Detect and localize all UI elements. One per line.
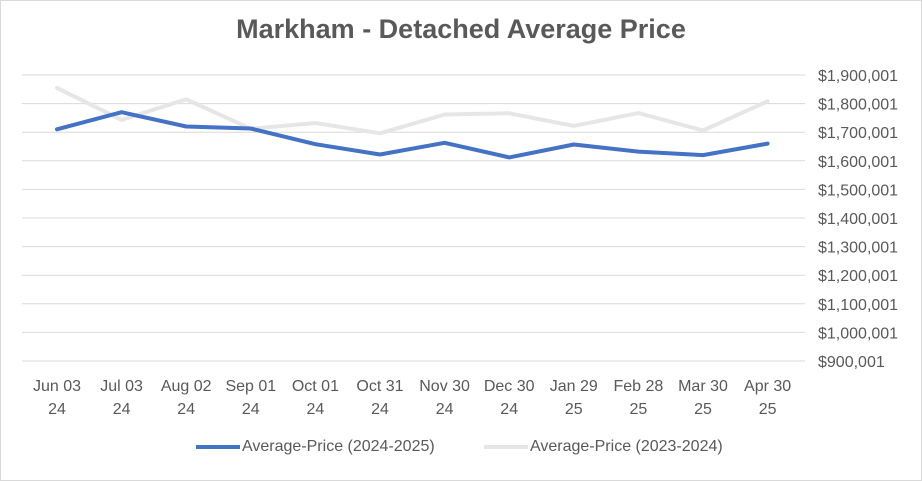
x-tick-label-year: 25 <box>759 401 777 418</box>
x-tick-label-year: 24 <box>113 401 131 418</box>
x-tick-label: Sep 01 <box>225 378 276 395</box>
y-tick-label: $1,900,001 <box>818 68 898 85</box>
y-tick-label: $1,200,001 <box>818 268 898 285</box>
x-tick-label: Nov 30 <box>419 378 470 395</box>
legend-item-2024-2025: Average-Price (2024-2025) <box>196 438 435 456</box>
x-tick-label: Oct 31 <box>356 378 403 395</box>
x-tick-label-year: 25 <box>565 401 583 418</box>
y-tick-label: $1,000,001 <box>818 325 898 342</box>
x-tick-label: Dec 30 <box>484 378 535 395</box>
y-tick-label: $1,600,001 <box>818 154 898 171</box>
legend-item-2023-2024: Average-Price (2023-2024) <box>484 438 723 456</box>
x-tick-label-year: 24 <box>242 401 260 418</box>
legend-label-2024-2025: Average-Price (2024-2025) <box>242 438 435 455</box>
x-tick-label: Oct 01 <box>292 378 339 395</box>
x-tick-label-year: 24 <box>177 401 195 418</box>
x-tick-label-year: 24 <box>500 401 518 418</box>
x-tick-label: Jul 03 <box>100 378 143 395</box>
legend-label-2023-2024: Average-Price (2023-2024) <box>530 438 723 455</box>
x-tick-label: Jan 29 <box>550 378 598 395</box>
legend-swatch-2024-2025 <box>196 445 240 449</box>
x-tick-label: Mar 30 <box>678 378 728 395</box>
y-tick-label: $1,100,001 <box>818 297 898 314</box>
x-tick-label-year: 24 <box>436 401 454 418</box>
y-tick-label: $1,500,001 <box>818 182 898 199</box>
y-tick-label: $1,300,001 <box>818 240 898 257</box>
x-tick-label-year: 24 <box>307 401 325 418</box>
x-tick-label: Jun 03 <box>33 378 81 395</box>
x-tick-label-year: 25 <box>694 401 712 418</box>
x-tick-label-year: 25 <box>630 401 648 418</box>
y-tick-label: $1,800,001 <box>818 97 898 114</box>
y-tick-label: $1,700,001 <box>818 125 898 142</box>
x-tick-label-year: 24 <box>371 401 389 418</box>
y-tick-label: $1,400,001 <box>818 211 898 228</box>
series-line-2023-2024 <box>55 85 770 136</box>
chart-legend: Average-Price (2024-2025) Average-Price … <box>0 438 922 464</box>
x-tick-label-year: 24 <box>48 401 66 418</box>
y-tick-label: $900,001 <box>818 354 885 371</box>
x-tick-label: Apr 30 <box>744 378 791 395</box>
legend-swatch-2023-2024 <box>484 445 528 449</box>
x-tick-label: Feb 28 <box>613 378 663 395</box>
x-tick-label: Aug 02 <box>161 378 212 395</box>
series-line-2024-2025 <box>55 110 770 160</box>
chart-title: Markham - Detached Average Price <box>236 14 686 44</box>
